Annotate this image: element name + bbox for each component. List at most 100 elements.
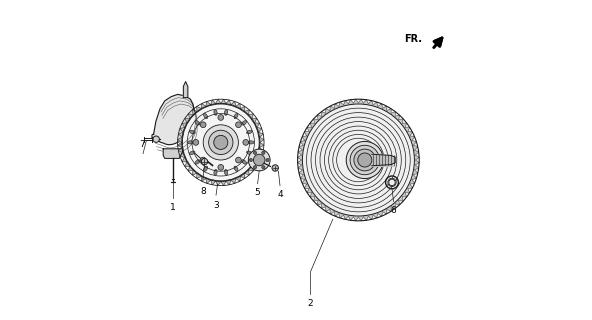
Circle shape (303, 104, 414, 216)
Ellipse shape (234, 166, 238, 171)
Polygon shape (185, 118, 190, 123)
Circle shape (236, 157, 242, 163)
Polygon shape (353, 99, 358, 103)
Polygon shape (221, 181, 226, 186)
Circle shape (248, 149, 270, 171)
Polygon shape (303, 136, 307, 140)
Polygon shape (413, 170, 418, 175)
Polygon shape (415, 160, 419, 165)
Ellipse shape (204, 114, 208, 119)
Polygon shape (353, 217, 358, 221)
Polygon shape (152, 94, 194, 145)
Polygon shape (298, 150, 303, 155)
Polygon shape (206, 101, 211, 106)
Polygon shape (310, 193, 315, 197)
Polygon shape (252, 118, 257, 123)
Polygon shape (211, 100, 215, 105)
Ellipse shape (188, 141, 193, 144)
Ellipse shape (242, 121, 246, 125)
Polygon shape (300, 140, 305, 145)
Polygon shape (414, 150, 419, 155)
Circle shape (182, 104, 259, 181)
Circle shape (193, 140, 199, 145)
Polygon shape (197, 107, 201, 111)
Polygon shape (378, 104, 382, 108)
Polygon shape (188, 166, 193, 171)
Circle shape (253, 154, 265, 166)
Polygon shape (387, 109, 391, 113)
Polygon shape (412, 140, 416, 145)
Polygon shape (395, 200, 400, 205)
Polygon shape (307, 127, 312, 132)
Polygon shape (240, 107, 245, 111)
Polygon shape (231, 101, 236, 106)
Polygon shape (398, 196, 403, 201)
Text: 1: 1 (170, 203, 176, 212)
Polygon shape (184, 82, 188, 98)
Circle shape (262, 166, 265, 169)
Polygon shape (321, 112, 326, 116)
Circle shape (243, 140, 249, 145)
Text: 4: 4 (277, 190, 283, 199)
Polygon shape (178, 132, 183, 137)
Polygon shape (298, 155, 302, 160)
Circle shape (214, 135, 228, 149)
Polygon shape (298, 160, 302, 165)
Polygon shape (201, 104, 206, 108)
Polygon shape (363, 216, 368, 220)
Polygon shape (368, 215, 373, 219)
Ellipse shape (248, 141, 254, 144)
Polygon shape (391, 112, 395, 116)
Polygon shape (304, 184, 309, 188)
Text: 6: 6 (391, 206, 397, 215)
Polygon shape (317, 200, 322, 205)
Circle shape (201, 158, 208, 165)
Polygon shape (249, 114, 253, 119)
Polygon shape (382, 209, 387, 214)
Ellipse shape (189, 151, 195, 155)
Polygon shape (363, 100, 368, 104)
Polygon shape (259, 142, 264, 148)
Polygon shape (178, 148, 183, 153)
Circle shape (346, 141, 384, 179)
Polygon shape (211, 180, 215, 185)
Circle shape (200, 122, 206, 128)
Polygon shape (391, 204, 395, 208)
Polygon shape (178, 142, 182, 148)
Polygon shape (300, 175, 305, 180)
Circle shape (266, 158, 269, 162)
Polygon shape (412, 175, 416, 180)
Polygon shape (255, 157, 259, 162)
Ellipse shape (224, 110, 228, 115)
Polygon shape (298, 165, 303, 170)
Ellipse shape (224, 170, 228, 175)
Polygon shape (259, 148, 263, 153)
Polygon shape (405, 188, 410, 193)
Circle shape (272, 165, 278, 171)
Ellipse shape (247, 130, 252, 134)
Polygon shape (192, 110, 197, 115)
Circle shape (153, 136, 159, 142)
Polygon shape (192, 170, 197, 175)
Polygon shape (206, 179, 211, 183)
Circle shape (200, 157, 206, 163)
Circle shape (218, 164, 224, 170)
Polygon shape (349, 216, 353, 220)
Polygon shape (182, 123, 187, 127)
Polygon shape (339, 102, 344, 107)
Polygon shape (215, 181, 221, 186)
Ellipse shape (242, 160, 246, 164)
Polygon shape (163, 149, 182, 158)
Polygon shape (236, 104, 240, 108)
Polygon shape (330, 106, 334, 111)
Polygon shape (344, 101, 349, 105)
Circle shape (249, 158, 252, 162)
Polygon shape (415, 155, 419, 160)
Polygon shape (240, 173, 245, 178)
Polygon shape (185, 162, 190, 166)
Polygon shape (321, 204, 326, 208)
Polygon shape (299, 145, 303, 150)
Polygon shape (378, 212, 382, 216)
Polygon shape (259, 132, 263, 137)
Polygon shape (197, 173, 201, 178)
